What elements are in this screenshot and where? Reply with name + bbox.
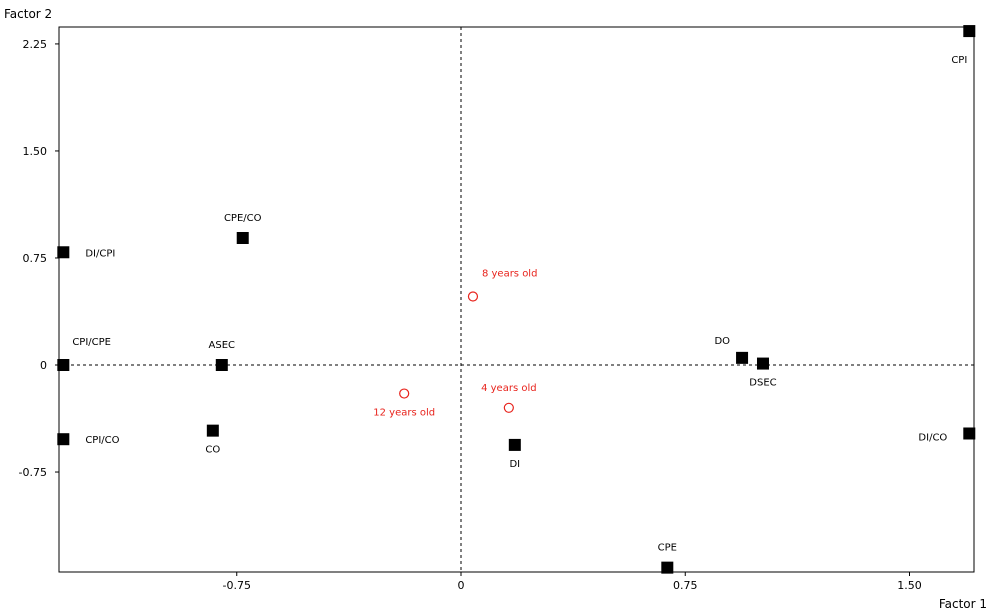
x-tick-label: -0.75: [223, 579, 251, 592]
x-axis-title: Factor 1: [939, 597, 987, 611]
y-tick-label: 0.75: [23, 252, 48, 265]
point-label: CO: [205, 445, 220, 456]
x-tick-label: 1.50: [897, 579, 922, 592]
square-marker: [508, 438, 521, 451]
square-marker: [57, 433, 70, 446]
circle-marker: [399, 388, 410, 399]
point-label: CPI/CO: [85, 435, 119, 446]
square-marker: [236, 231, 249, 244]
x-tick-label: 0: [458, 579, 465, 592]
y-tick-label: 2.25: [23, 38, 48, 51]
point-label: CPI: [951, 55, 967, 66]
point-label: 12 years old: [373, 408, 435, 419]
y-tick-label: 1.50: [23, 145, 48, 158]
point-label: DSEC: [749, 378, 776, 389]
point-label: CPE/CO: [224, 213, 262, 224]
data-labels: CPI CPE/CO DI/CPI CPI/CPE ASEC CPI/CO CO DO DSEC…: [72, 55, 967, 554]
square-marker: [963, 25, 976, 38]
square-marker: [963, 427, 976, 440]
point-label: CPE: [658, 543, 677, 554]
point-label: DI/CO: [918, 432, 947, 443]
square-marker: [57, 359, 70, 371]
x-tick-label: 0.75: [673, 579, 698, 592]
plot-frame: [58, 26, 975, 573]
point-label: DI: [509, 459, 520, 470]
point-label: CPI/CPE: [72, 337, 111, 348]
y-tick-label: -0.75: [19, 466, 47, 479]
point-label: 8 years old: [482, 269, 537, 280]
circle-marker: [467, 291, 479, 302]
y-axis-title: Factor 2: [4, 7, 52, 21]
data-points: [57, 25, 976, 574]
square-marker: [206, 424, 219, 437]
square-marker: [57, 246, 70, 259]
square-marker: [736, 351, 749, 364]
point-label: 4 years old: [481, 383, 536, 394]
point-label: ASEC: [209, 340, 236, 351]
y-tick-label: 0: [40, 359, 47, 372]
axis-ticks: -0.75 0 0.75 1.50 2.25 1.50 0.75 0 -0.75: [19, 38, 922, 592]
square-marker: [215, 359, 228, 371]
square-marker: [661, 561, 674, 574]
point-label: DO: [714, 336, 730, 347]
square-marker: [756, 357, 769, 370]
point-label: DI/CPI: [85, 248, 115, 259]
circle-marker: [503, 402, 514, 413]
